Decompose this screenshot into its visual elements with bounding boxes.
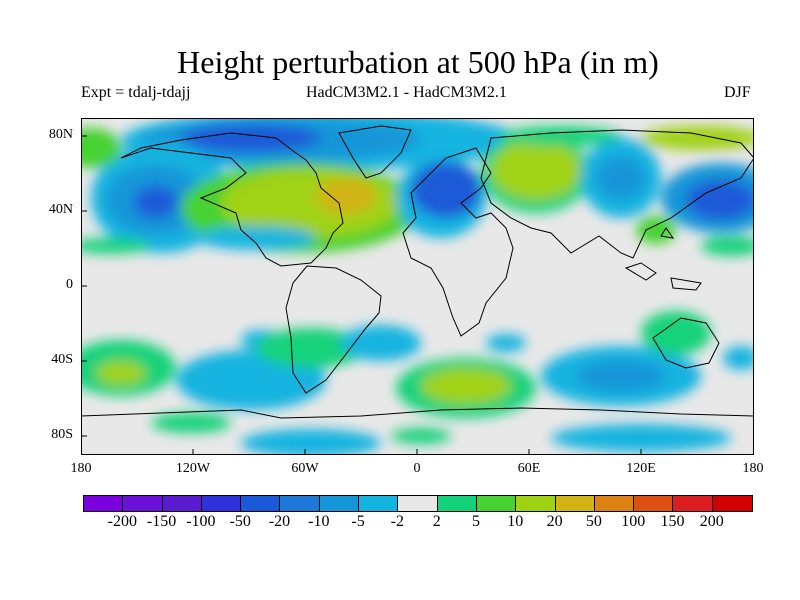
legend-swatch <box>555 496 595 511</box>
legend-label: -100 <box>186 513 216 530</box>
legend-label: 2 <box>432 513 441 530</box>
legend-swatch <box>437 496 477 511</box>
tick-marks <box>81 135 642 455</box>
legend-swatch <box>123 496 163 511</box>
legend-label: -20 <box>268 513 291 530</box>
legend-swatch <box>594 496 635 511</box>
legend-label: 20 <box>546 513 563 530</box>
legend-swatch <box>162 496 202 511</box>
lon-label: 60W <box>291 461 319 476</box>
model-label: HadCM3M2.1 - HadCM3M2.1 <box>306 84 507 101</box>
lon-label: 0 <box>413 461 421 476</box>
legend-label: 50 <box>585 513 602 530</box>
contour-fields <box>81 118 754 455</box>
legend-swatch <box>319 496 360 511</box>
legend-swatch <box>398 496 438 511</box>
map-title: Height perturbation at 500 hPa (in m) <box>177 44 659 80</box>
legend-swatch <box>280 496 320 511</box>
lat-label: 40S <box>51 352 73 367</box>
legend-swatch <box>241 496 281 511</box>
legend-label: 150 <box>660 513 685 530</box>
legend-swatch <box>201 496 242 511</box>
legend-swatch <box>673 496 713 511</box>
lon-label: 120W <box>175 461 211 476</box>
color-legend <box>83 495 754 512</box>
lat-label: 0 <box>66 277 73 292</box>
legend-swatch <box>84 496 124 511</box>
legend-swatch <box>516 496 556 511</box>
legend-swatch <box>712 496 753 511</box>
legend-label: -2 <box>390 513 405 530</box>
legend-label: -200 <box>107 513 137 530</box>
map-panel <box>81 118 754 455</box>
lat-label: 80N <box>48 127 73 142</box>
experiment-label: Expt = tdalj-tdajj <box>81 84 191 101</box>
lon-label: 180 <box>742 461 764 476</box>
lon-label: 120E <box>626 461 656 476</box>
lat-label: 80S <box>51 427 73 442</box>
lon-label: 180 <box>70 461 92 476</box>
season-label: DJF <box>724 84 751 101</box>
lon-label: 60E <box>517 461 541 476</box>
legend-label: 200 <box>699 513 724 530</box>
legend-label: -50 <box>229 513 251 530</box>
coastlines <box>81 125 754 419</box>
legend-label: 5 <box>472 513 480 530</box>
legend-label: -5 <box>351 513 365 530</box>
legend-swatch <box>634 496 674 511</box>
legend-label: 10 <box>507 513 524 530</box>
legend-swatch <box>476 496 517 511</box>
legend-swatch <box>359 496 399 511</box>
legend-label: 100 <box>621 513 646 530</box>
legend-label: -150 <box>146 513 177 530</box>
legend-label: -10 <box>308 513 330 530</box>
lat-label: 40N <box>48 202 73 217</box>
